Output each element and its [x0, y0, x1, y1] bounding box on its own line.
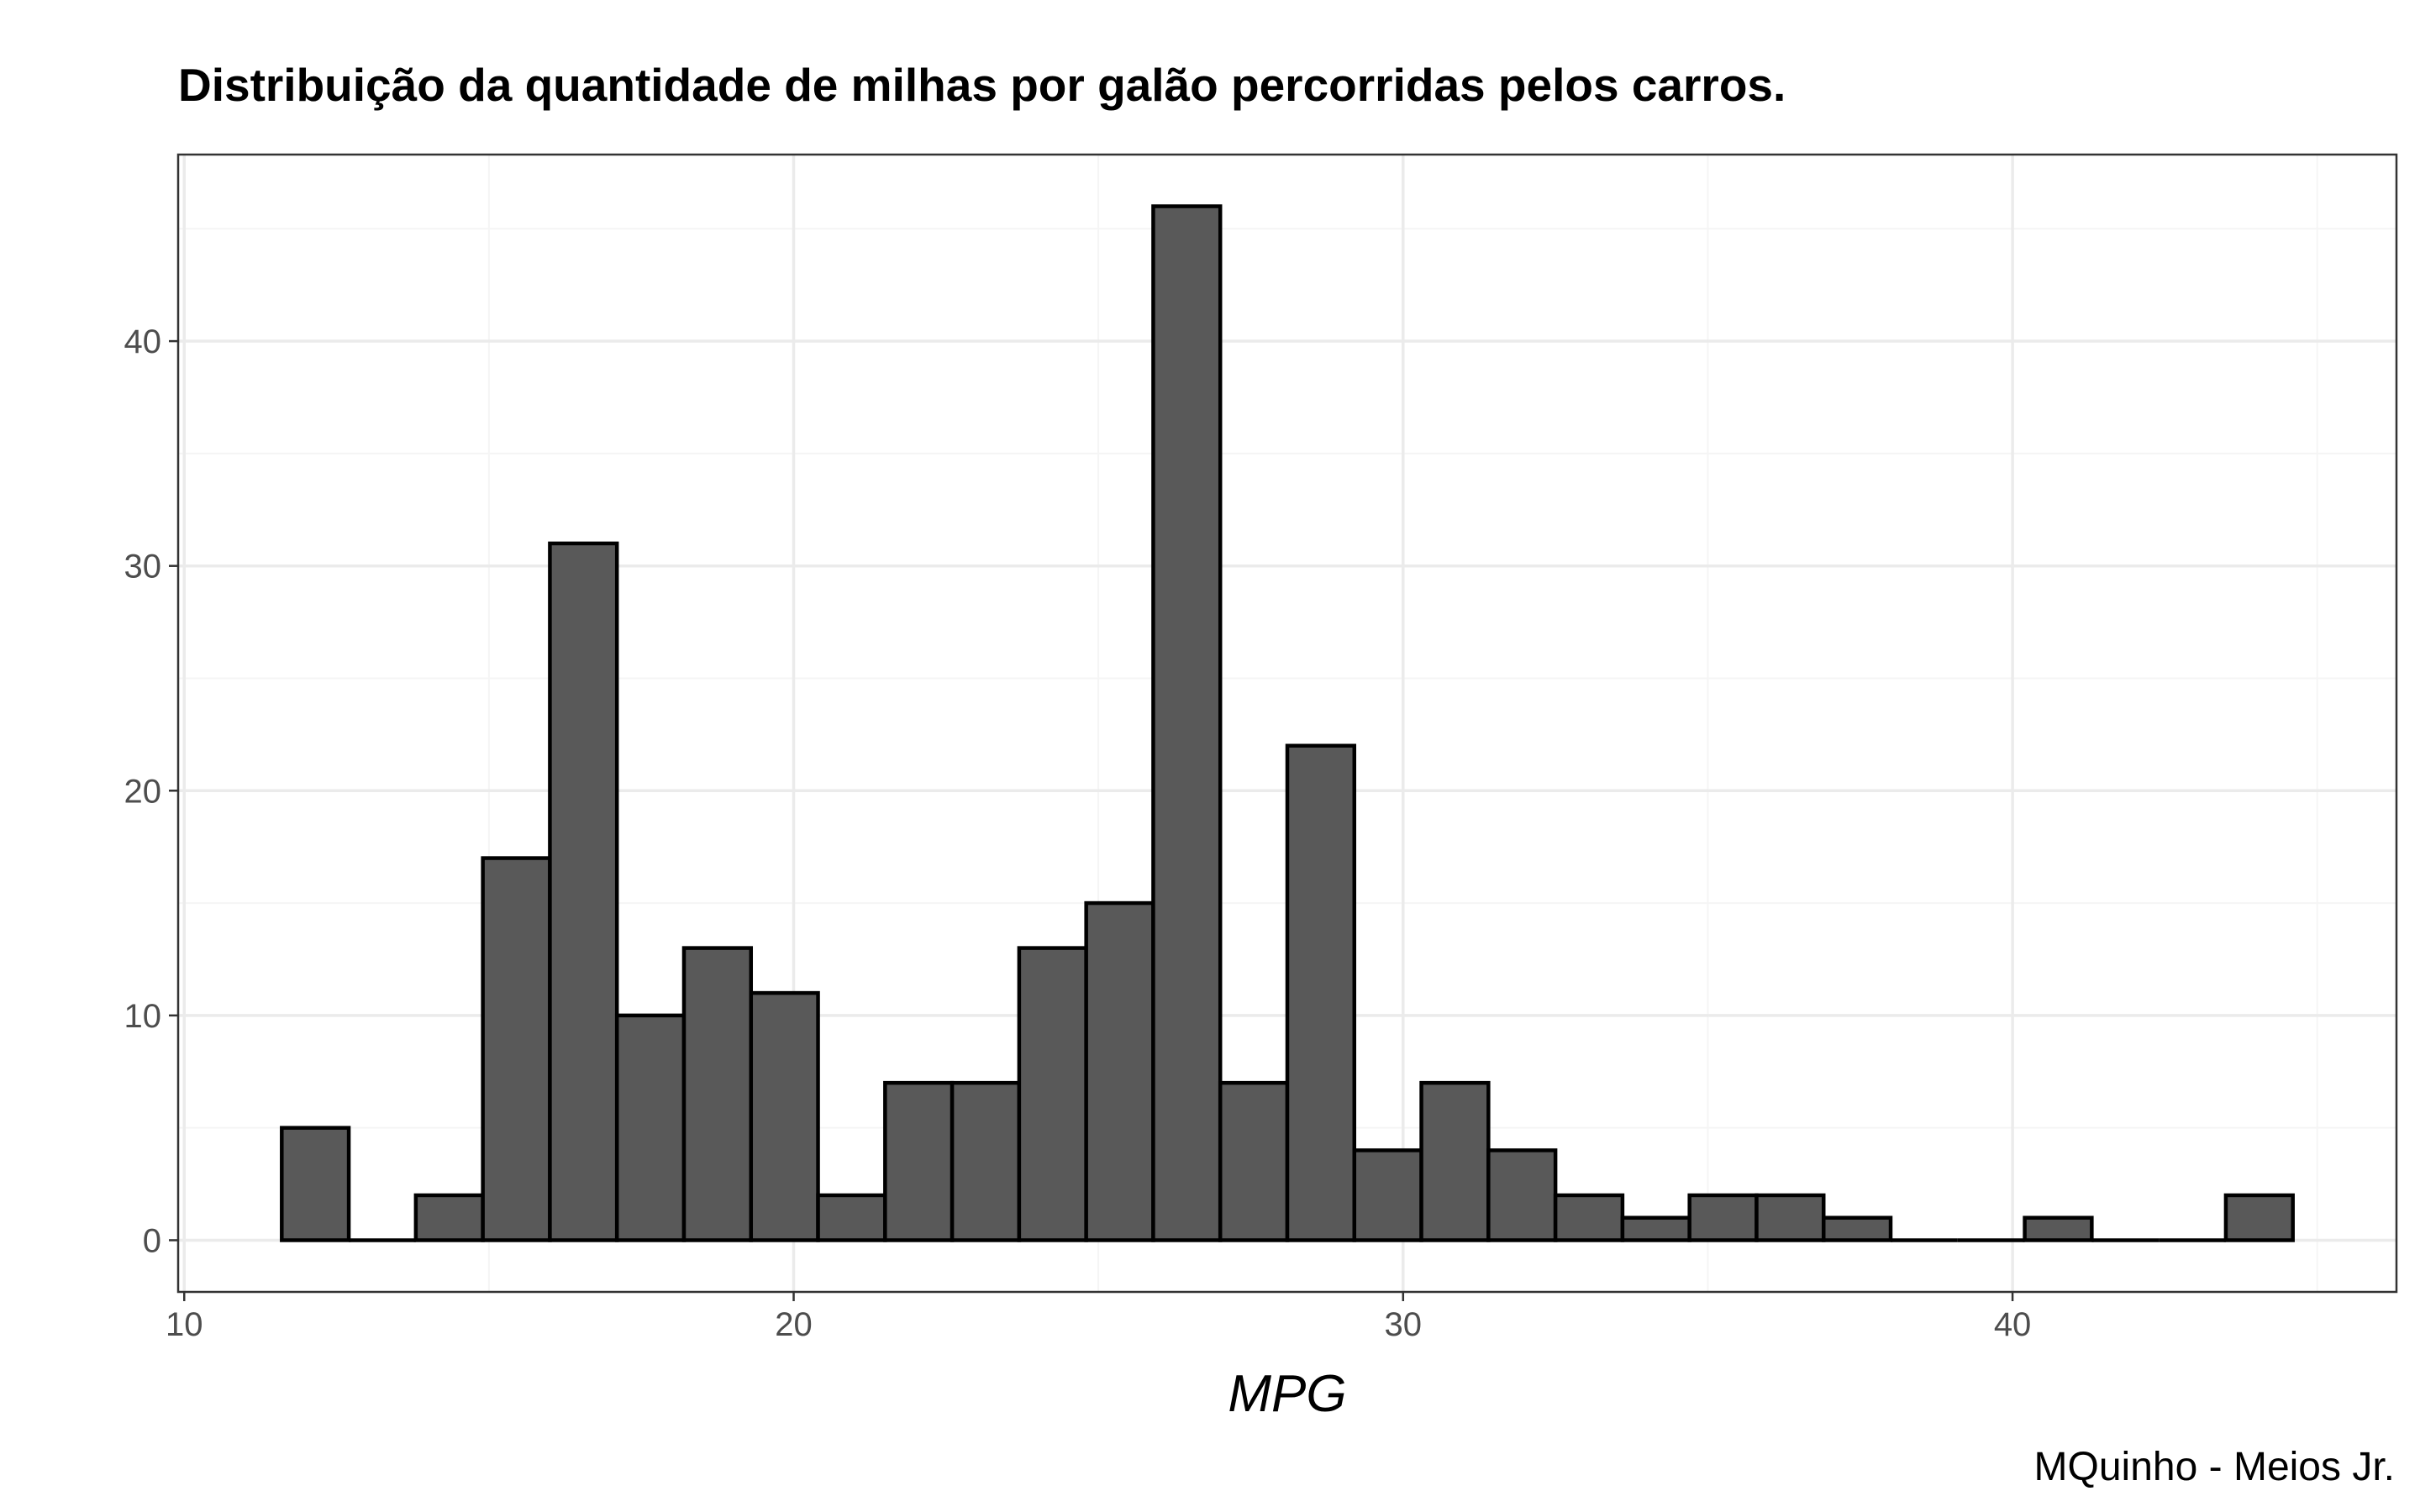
chart-caption: MQuinho - Meios Jr.	[2034, 1445, 2395, 1489]
x-axis: 10 20 30 40	[166, 1292, 2031, 1343]
histogram-bar	[1151, 204, 1223, 1242]
histogram-bar	[1419, 1080, 1491, 1242]
histogram-bar	[1620, 1215, 1691, 1242]
histogram-bars	[280, 204, 2295, 1242]
y-tick-label: 40	[124, 323, 162, 360]
histogram-bar	[681, 946, 754, 1242]
histogram-bar	[1285, 743, 1357, 1242]
histogram-bar	[883, 1080, 955, 1242]
histogram-bar	[1017, 946, 1088, 1242]
y-tick-label: 0	[143, 1222, 161, 1259]
histogram-bar	[1553, 1193, 1625, 1242]
x-tick-label: 20	[775, 1306, 813, 1343]
histogram-bar	[413, 1193, 485, 1242]
x-tick-label: 40	[1994, 1306, 2032, 1343]
histogram-bar	[1352, 1148, 1423, 1242]
x-axis-title: MPG	[1228, 1365, 1346, 1423]
histogram-bar	[2023, 1215, 2094, 1242]
x-tick-label: 30	[1385, 1306, 1423, 1343]
histogram-bar	[1084, 900, 1155, 1242]
histogram-bar	[280, 1126, 351, 1242]
histogram-bar	[1486, 1148, 1558, 1242]
histogram-bar	[481, 856, 552, 1242]
histogram-bar	[2223, 1193, 2295, 1242]
histogram-bar	[1687, 1193, 1759, 1242]
histogram-bar	[1218, 1080, 1290, 1242]
chart-title: Distribuição da quantidade de milhas por…	[178, 59, 1786, 111]
x-tick-label: 10	[166, 1306, 203, 1343]
histogram-bar	[548, 541, 619, 1242]
histogram-bar	[749, 990, 820, 1242]
y-tick-label: 20	[124, 773, 162, 810]
histogram-bar	[950, 1080, 1022, 1242]
y-tick-label: 10	[124, 998, 162, 1035]
histogram-bar	[1754, 1193, 1826, 1242]
histogram-bar	[614, 1013, 687, 1242]
histogram-bar	[816, 1193, 887, 1242]
histogram-bar	[1821, 1215, 1893, 1242]
panel-border	[176, 153, 2398, 1294]
y-tick-label: 30	[124, 549, 162, 585]
y-axis: 0 10 20 30 40	[124, 323, 178, 1259]
